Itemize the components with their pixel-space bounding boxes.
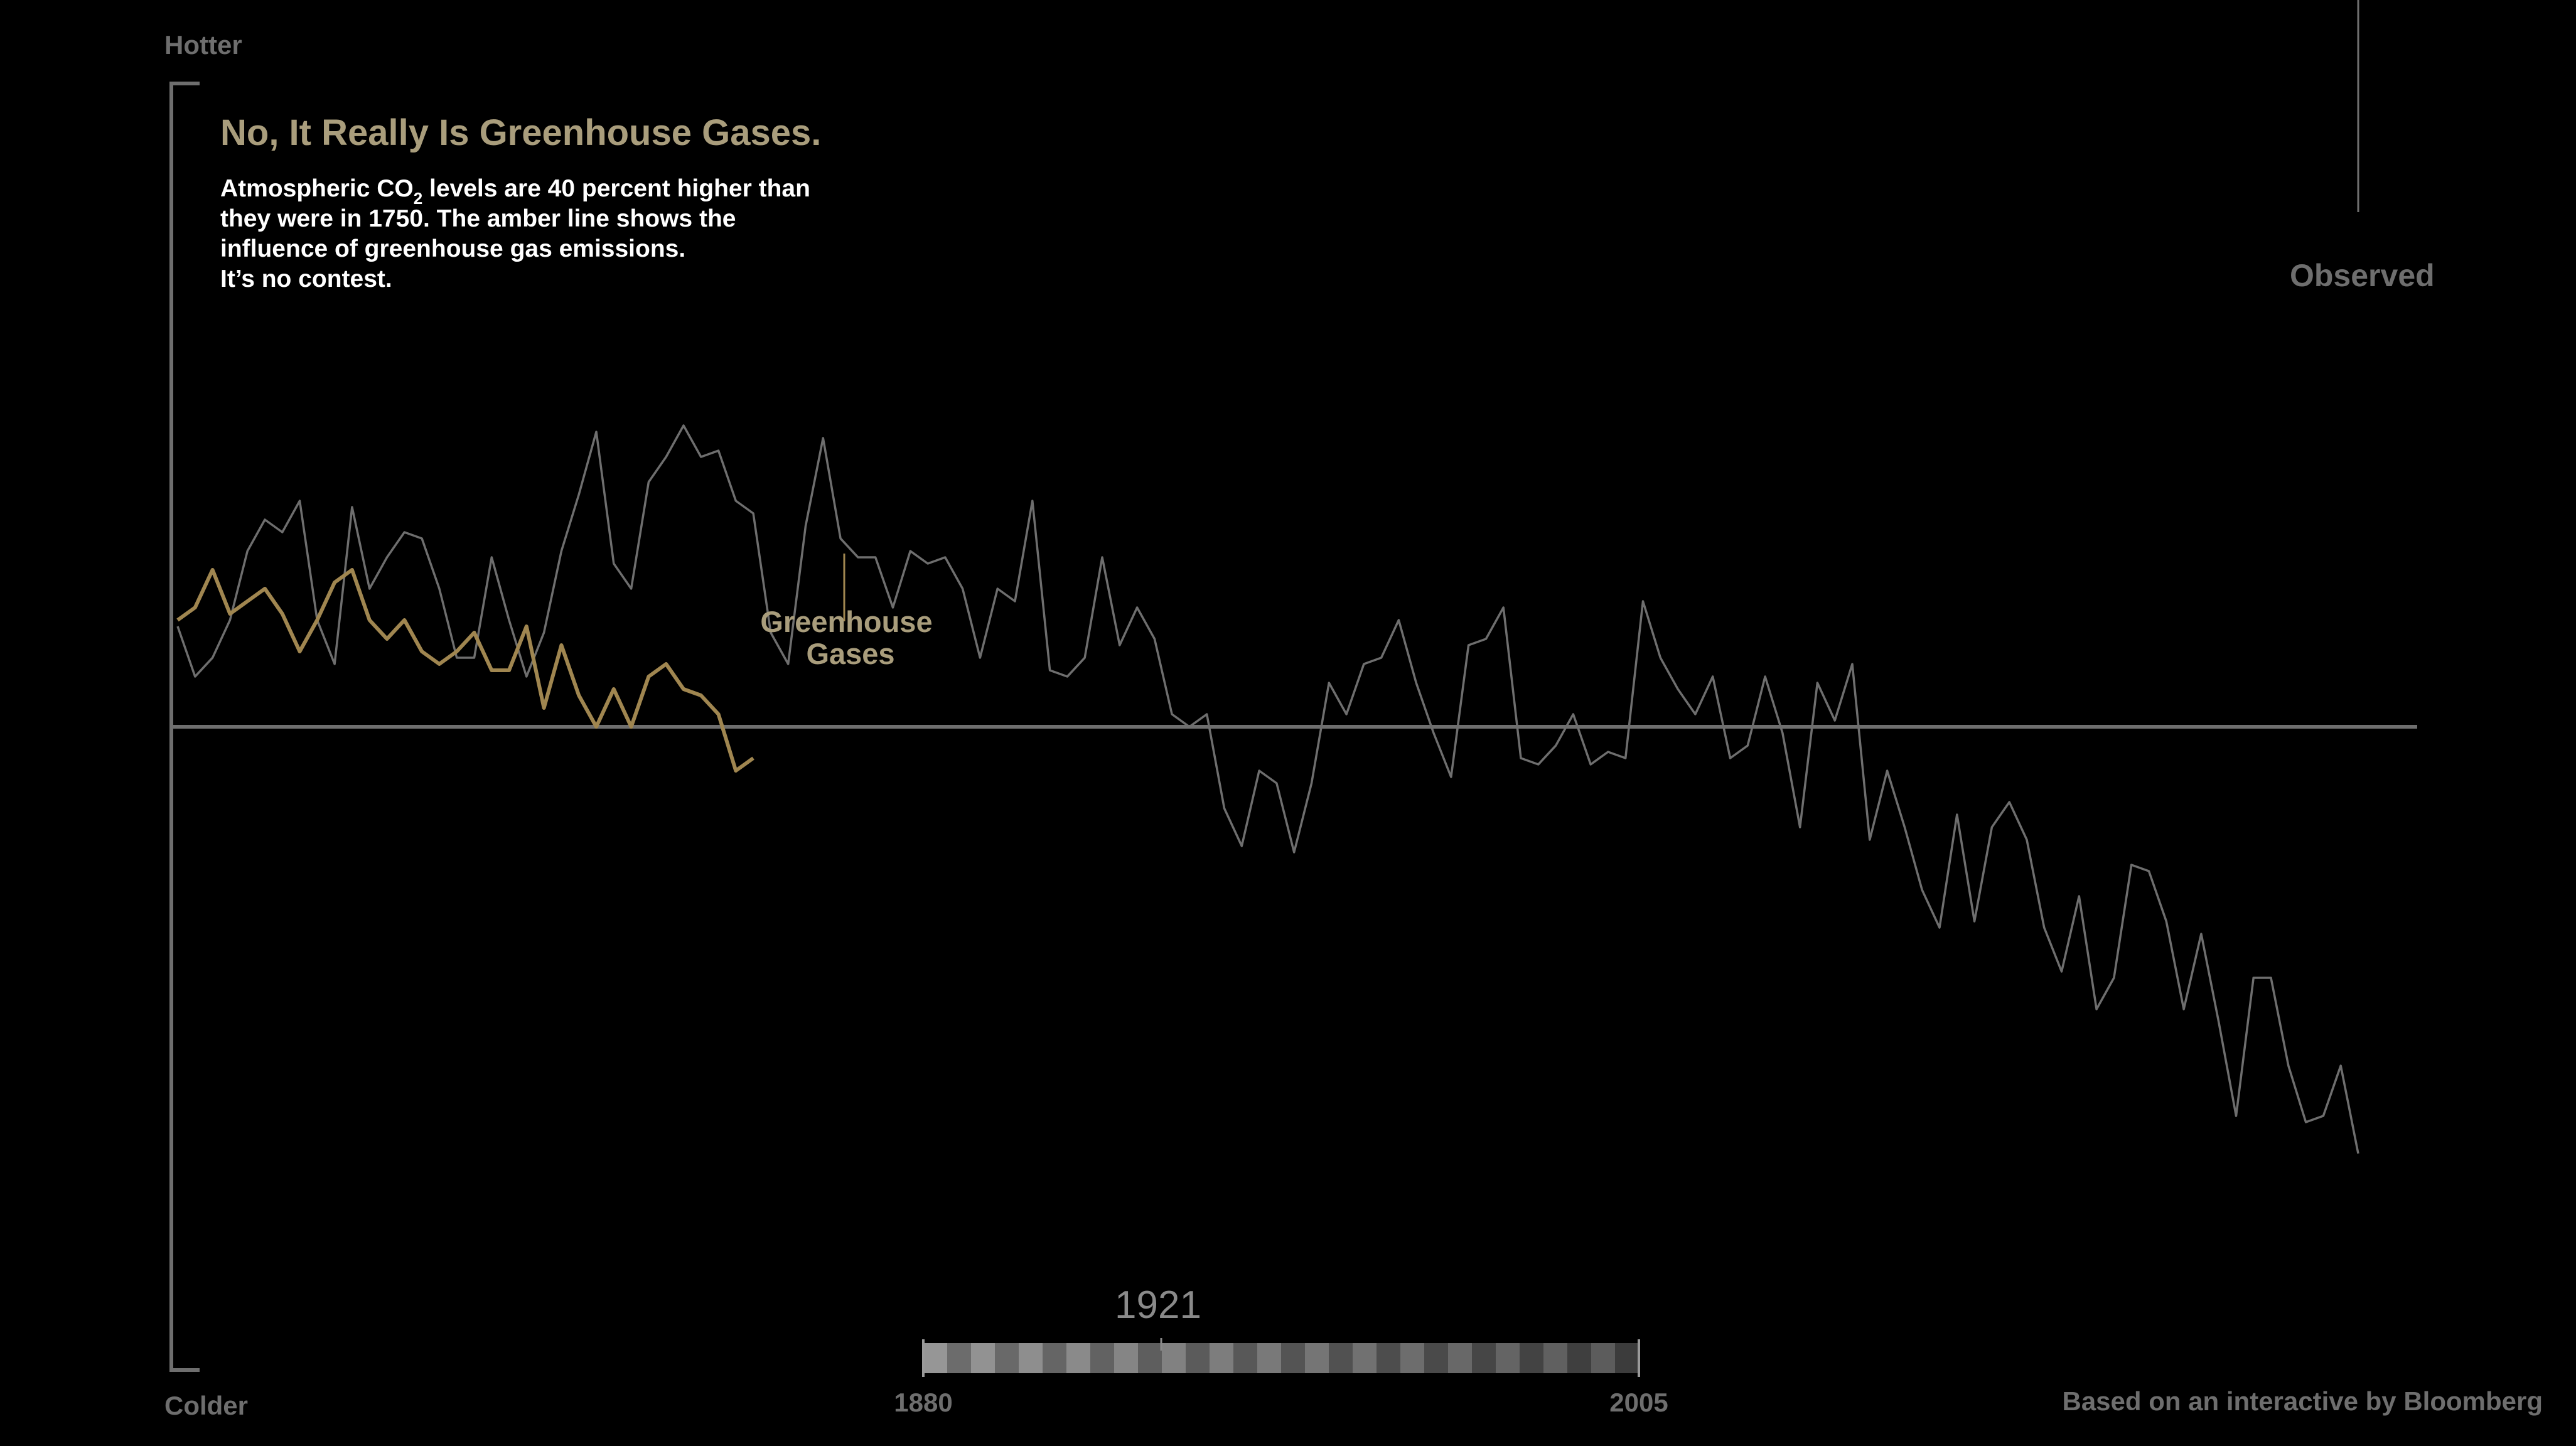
timeline-block bbox=[1162, 1343, 1186, 1373]
greenhouse-series-line bbox=[176, 568, 754, 773]
colder-label: Colder bbox=[164, 1391, 248, 1420]
co2-subscript: 2 bbox=[414, 189, 422, 208]
description-line-2: they were in 1750. The amber line shows … bbox=[220, 205, 736, 232]
timeline-block bbox=[1543, 1343, 1568, 1373]
timeline-track[interactable] bbox=[922, 1339, 1640, 1377]
timeline-block bbox=[1520, 1343, 1544, 1373]
timeline-block bbox=[1114, 1343, 1139, 1373]
series-label-greenhouse-line-1: Greenhouse bbox=[760, 605, 932, 638]
timeline-block bbox=[1496, 1343, 1520, 1373]
timeline-block bbox=[1066, 1343, 1091, 1373]
timeline-block bbox=[995, 1343, 1019, 1373]
timeline-block bbox=[1210, 1343, 1234, 1373]
timeline-block bbox=[1329, 1343, 1353, 1373]
timeline-block bbox=[1233, 1343, 1258, 1373]
description-line-3: influence of greenhouse gas emissions. bbox=[220, 235, 685, 262]
chart-title: No, It Really Is Greenhouse Gases. bbox=[220, 112, 821, 153]
timeline-block bbox=[1448, 1343, 1473, 1373]
description-line-1: Atmospheric CO2 levels are 40 percent hi… bbox=[220, 175, 810, 208]
timeline-block bbox=[1400, 1343, 1425, 1373]
timeline-block bbox=[1186, 1343, 1210, 1373]
description-line-4: It’s no contest. bbox=[220, 265, 392, 292]
timeline-start-label: 1880 bbox=[894, 1388, 952, 1417]
credit-text: Based on an interactive by Bloomberg bbox=[2062, 1386, 2543, 1416]
timeline-block bbox=[1138, 1343, 1162, 1373]
timeline-block bbox=[1353, 1343, 1377, 1373]
timeline-block bbox=[1472, 1343, 1496, 1373]
timeline-block bbox=[1305, 1343, 1329, 1373]
description-line-1-post: levels are 40 percent higher than bbox=[422, 175, 810, 202]
timeline-block bbox=[1591, 1343, 1616, 1373]
timeline-block bbox=[1043, 1343, 1067, 1373]
timeline-block bbox=[1019, 1343, 1043, 1373]
timeline-block bbox=[1377, 1343, 1401, 1373]
timeline-current-year: 1921 bbox=[1115, 1283, 1201, 1327]
timeline-block bbox=[1090, 1343, 1115, 1373]
description-line-1-pre: Atmospheric CO bbox=[220, 175, 414, 202]
timeline-end-label: 2005 bbox=[1609, 1388, 1668, 1417]
timeline-block bbox=[1424, 1343, 1449, 1373]
timeline-block bbox=[1257, 1343, 1282, 1373]
timeline-block bbox=[947, 1343, 972, 1373]
series-label-greenhouse: Greenhouse Gases bbox=[760, 605, 940, 670]
timeline-block bbox=[923, 1343, 948, 1373]
timeline-block bbox=[1567, 1343, 1592, 1373]
series-label-observed: Observed bbox=[2290, 258, 2435, 293]
timeline-block bbox=[971, 1343, 996, 1373]
series-label-greenhouse-line-2: Gases bbox=[806, 637, 894, 670]
timeline-block bbox=[1281, 1343, 1306, 1373]
hotter-label: Hotter bbox=[164, 30, 242, 60]
observed-series-line bbox=[176, 424, 2359, 1154]
timeline-block bbox=[1615, 1343, 1640, 1373]
